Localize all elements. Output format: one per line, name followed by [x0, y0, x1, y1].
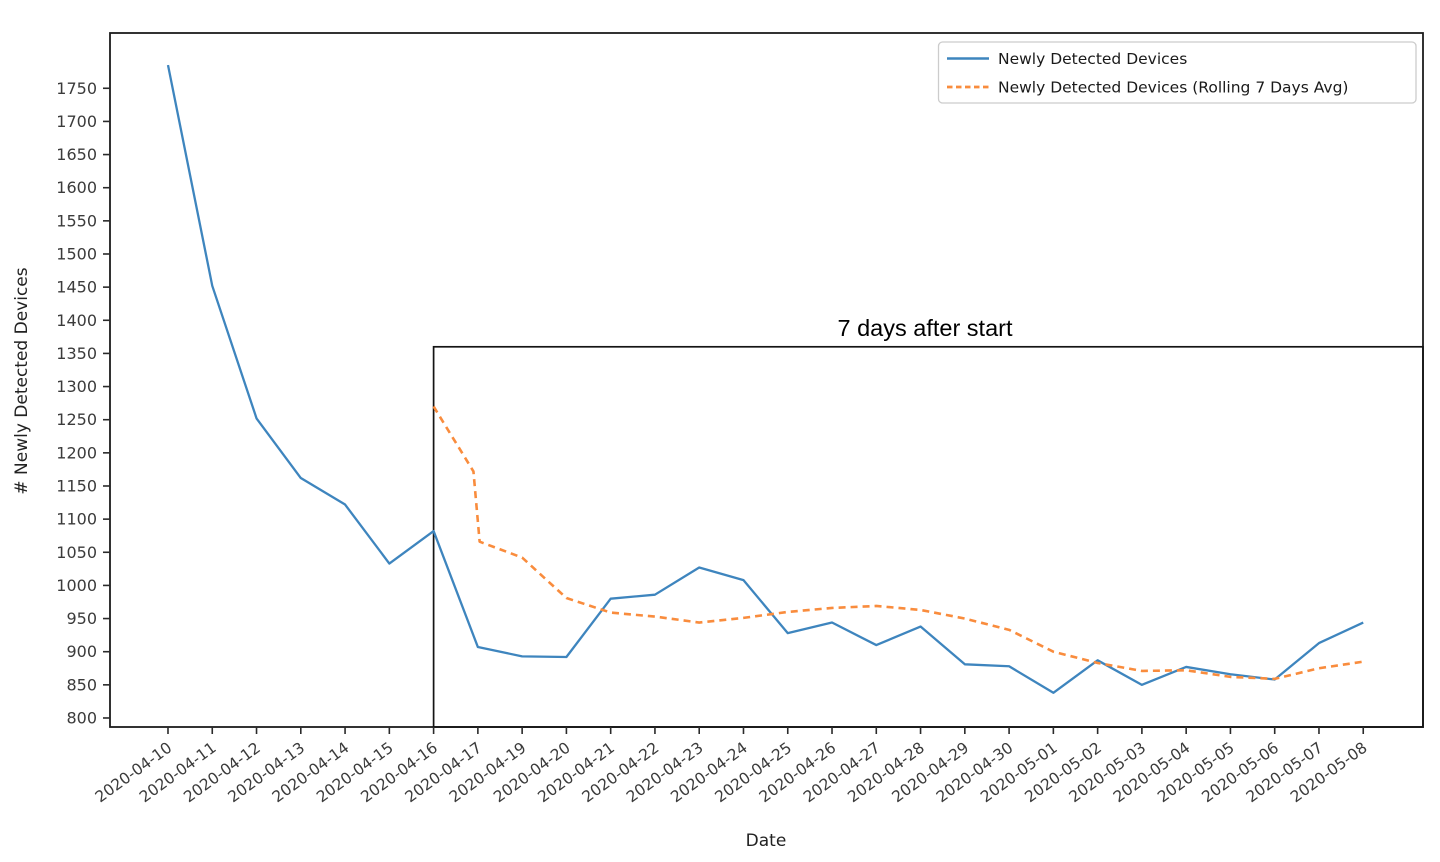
y-tick-label: 900 — [66, 642, 97, 661]
y-tick-label: 1050 — [56, 543, 97, 562]
y-tick-label: 1400 — [56, 311, 97, 330]
x-axis-ticks: 2020-04-102020-04-112020-04-122020-04-13… — [92, 727, 1371, 806]
plot-border — [109, 32, 1424, 728]
legend: Newly Detected Devices Newly Detected De… — [937, 41, 1417, 104]
legend-label-raw: Newly Detected Devices — [998, 50, 1187, 68]
y-tick-label: 1350 — [56, 344, 97, 363]
x-axis-title: Date — [746, 831, 787, 851]
y-tick-label: 1650 — [56, 145, 97, 164]
y-tick-label: 1550 — [56, 211, 97, 230]
y-tick-label: 1000 — [56, 576, 97, 595]
y-axis-ticks: 800 850 900 950 1000 1050 1100 1150 1200 1250 1300… — [56, 79, 110, 727]
annotation-box — [432, 345, 1424, 728]
legend-box — [937, 41, 1417, 104]
y-tick-label: 1150 — [56, 476, 97, 495]
series-lines — [166, 64, 1364, 694]
y-tick-label: 1100 — [56, 510, 97, 529]
y-tick-label: 1250 — [56, 410, 97, 429]
y-tick-label: 1450 — [56, 278, 97, 297]
y-tick-label: 800 — [66, 708, 97, 727]
y-tick-label: 950 — [66, 609, 97, 628]
y-tick-label: 1600 — [56, 178, 97, 197]
y-tick-label: 1700 — [56, 112, 97, 131]
y-tick-label: 1500 — [56, 244, 97, 263]
y-tick-label: 1200 — [56, 443, 97, 462]
annotation-label: 7 days after start — [837, 315, 1012, 341]
legend-label-rolling: Newly Detected Devices (Rolling 7 Days A… — [998, 79, 1348, 97]
y-tick-label: 850 — [66, 675, 97, 694]
y-tick-label: 1300 — [56, 377, 97, 396]
y-axis-title: # Newly Detected Devices — [12, 267, 32, 494]
raw-series-line — [166, 64, 1364, 694]
y-tick-label: 1750 — [56, 79, 97, 98]
rolling-series-line — [432, 405, 1364, 681]
